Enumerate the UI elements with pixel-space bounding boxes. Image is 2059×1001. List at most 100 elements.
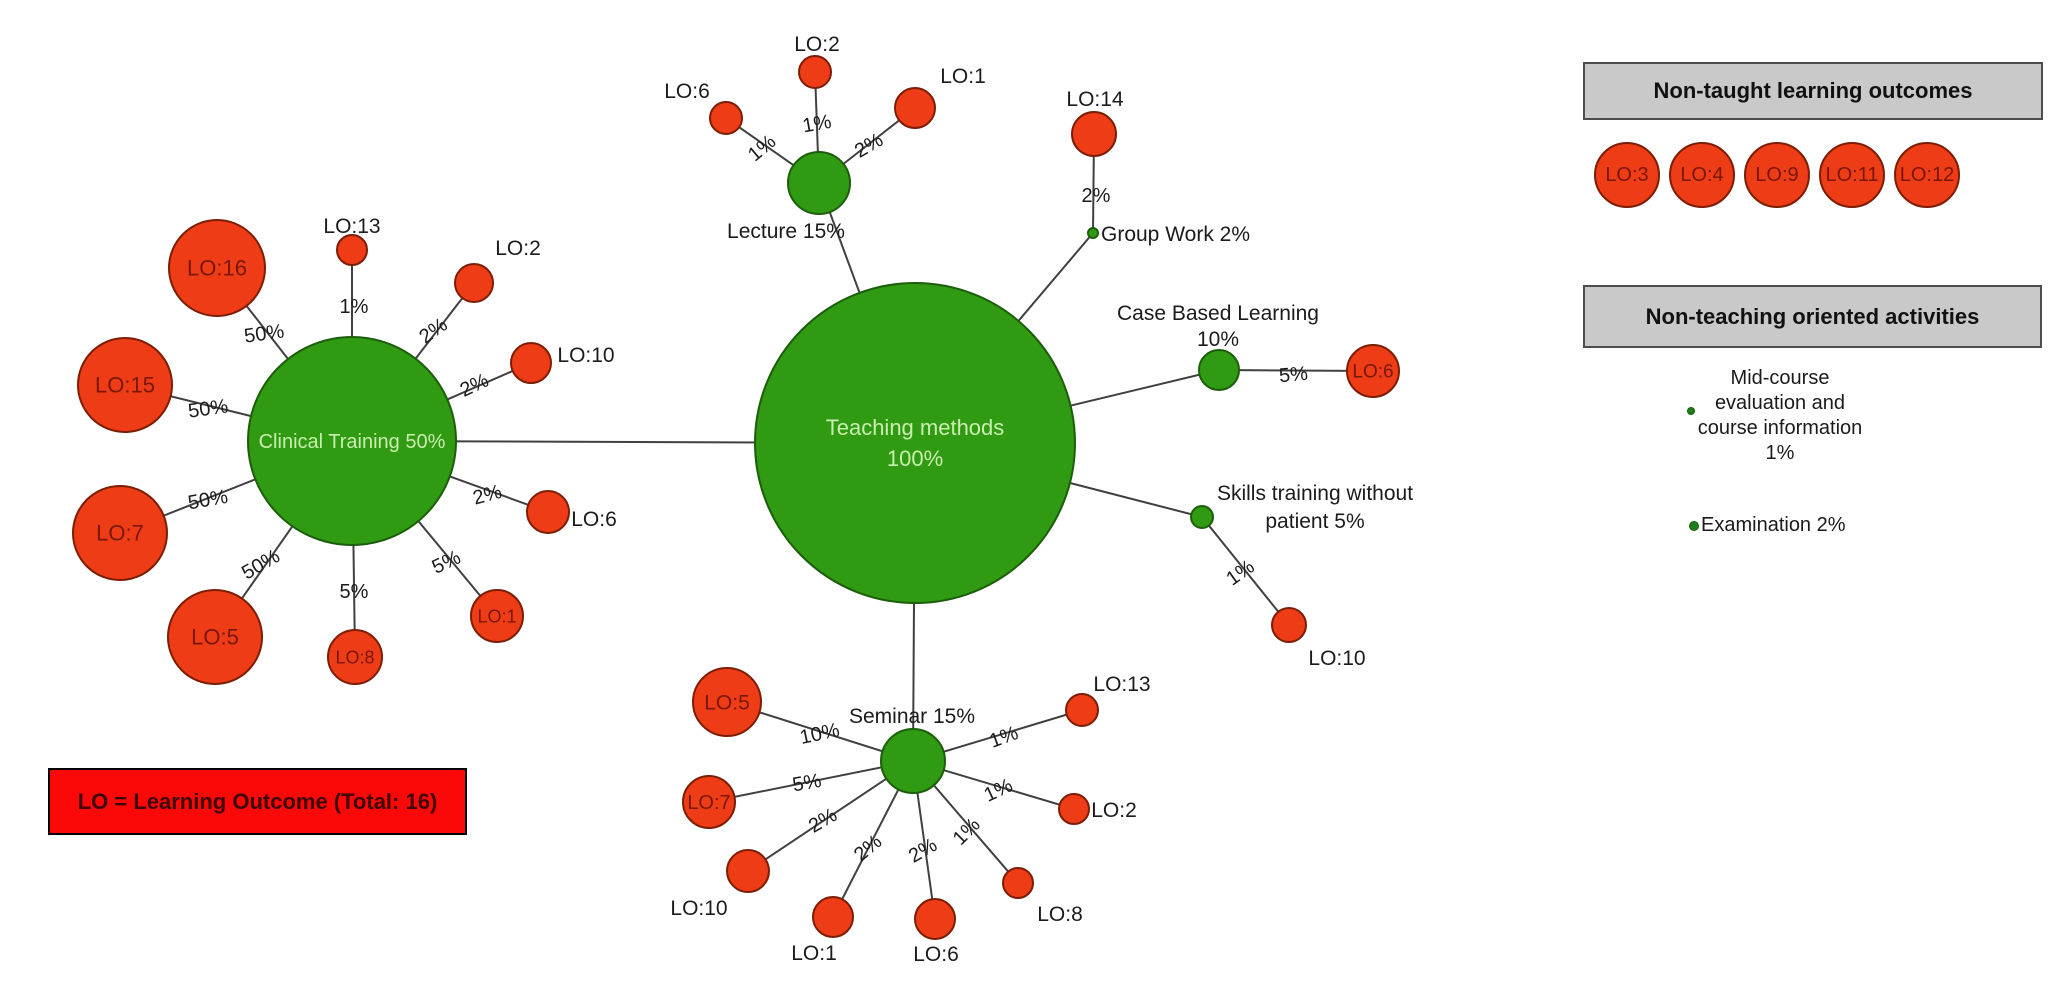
- legend-entry-line: course information: [1697, 417, 1863, 439]
- legend-entry-line: 1%: [1765, 442, 1795, 464]
- edge-label-clinical-training--ct-lo7: 50%: [186, 486, 229, 515]
- node-lec-lo1: [894, 87, 936, 129]
- edge-label-clinical-training--ct-lo13: 1%: [340, 296, 369, 318]
- node-seminar: [880, 728, 946, 794]
- node-lecture: [787, 151, 851, 215]
- legend-entry-line: evaluation and: [1714, 392, 1846, 414]
- node-label-ct-lo1: LO:1: [477, 606, 516, 626]
- node-gw-lo14: [1071, 111, 1117, 157]
- node-label-seminar: Seminar 15%: [849, 705, 975, 728]
- node-sem-lo1: [812, 896, 854, 938]
- edge-label-seminar--sem-lo13: 1%: [987, 722, 1022, 753]
- edge-label-lecture--lec-lo2: 1%: [801, 111, 834, 138]
- legend-non-teaching-title: Non-teaching oriented activities: [1645, 303, 1980, 329]
- node-st-lo10: [1271, 607, 1307, 643]
- node-label-case-based-learning: 10%: [1197, 328, 1239, 351]
- node-clinical-training: [247, 336, 457, 546]
- node-label-st-lo10: LO:10: [1308, 647, 1365, 670]
- node-sem-lo5: [692, 667, 762, 737]
- edge-label-case-based-learning--cbl-lo6: 5%: [1278, 363, 1309, 387]
- edge-seminar--sem-lo7: [708, 760, 914, 803]
- node-label-gw-lo14: LO:14: [1066, 88, 1124, 111]
- node-cbl-lo6: [1346, 344, 1400, 398]
- node-label-ct-lo6: LO:6: [571, 508, 617, 531]
- node-label-ct-lo10: LO:10: [557, 344, 614, 367]
- node-label-teaching-methods: 100%: [887, 446, 943, 471]
- node-label-ct-lo13: LO:13: [323, 215, 380, 238]
- node-label-sem-lo10: LO:10: [670, 897, 727, 920]
- node-label-cbl-lo6: LO:6: [1352, 362, 1393, 383]
- edge-label-seminar--sem-lo7: 5%: [791, 770, 824, 797]
- node-label-case-based-learning: Case Based Learning: [1117, 302, 1319, 325]
- node-group-work: [1087, 227, 1099, 239]
- node-ct-lo15: [77, 337, 173, 433]
- edge-label-lecture--lec-lo6: 1%: [744, 131, 780, 167]
- node-label-sem-lo1: LO:1: [791, 942, 837, 965]
- legend-entry-examination: Examination 2%: [1701, 514, 1846, 536]
- node-label-skills-training: patient 5%: [1265, 510, 1364, 533]
- node-label-ct-lo2: LO:2: [495, 237, 541, 260]
- edge-label-clinical-training--ct-lo15: 50%: [187, 395, 230, 422]
- node-label-ct-lo15: LO:15: [95, 373, 155, 398]
- node-lec-lo6: [709, 101, 743, 135]
- node-sem-lo10: [726, 849, 770, 893]
- edge-label-skills-training--st-lo10: 1%: [1222, 556, 1258, 591]
- node-ct-lo5: [167, 589, 263, 685]
- node-ct-lo13: [336, 234, 368, 266]
- edge-seminar--sem-lo10: [747, 760, 914, 872]
- legend-outcome-lo-12: LO:12: [1894, 142, 1960, 208]
- node-lec-lo2: [798, 55, 832, 89]
- node-label-ct-lo7: LO:7: [96, 521, 144, 546]
- node-label-sem-lo13: LO:13: [1093, 673, 1150, 696]
- edge-label-seminar--sem-lo2: 1%: [981, 774, 1017, 806]
- node-sem-lo13: [1065, 693, 1099, 727]
- node-label-sem-lo8: LO:8: [1037, 903, 1083, 926]
- node-label-sem-lo6: LO:6: [913, 943, 959, 966]
- node-label-sem-lo5: LO:5: [704, 691, 750, 714]
- node-sem-lo6: [914, 898, 956, 940]
- legend-outcome-lo-3: LO:3: [1594, 142, 1660, 208]
- node-label-sem-lo2: LO:2: [1091, 799, 1137, 822]
- edge-label-clinical-training--ct-lo10: 2%: [457, 369, 493, 401]
- node-ct-lo8: [327, 629, 383, 685]
- node-label-teaching-methods: Teaching methods: [826, 415, 1005, 440]
- edge-skills-training--st-lo10: [1201, 516, 1290, 626]
- legend-non-teaching-header: Non-teaching oriented activities: [1583, 285, 2042, 348]
- node-label-lec-lo6: LO:6: [664, 80, 710, 103]
- node-label-ct-lo16: LO:16: [187, 256, 247, 281]
- node-sem-lo8: [1002, 867, 1034, 899]
- node-label-lec-lo1: LO:1: [940, 65, 986, 88]
- edge-label-clinical-training--ct-lo16: 50%: [243, 320, 286, 347]
- legend-non-taught-title: Non-taught learning outcomes: [1653, 78, 1973, 103]
- legend-entry-midcourse: Mid-course evaluation and course informati…: [1664, 366, 1896, 466]
- node-teaching-methods: [754, 282, 1076, 604]
- node-ct-lo6: [526, 490, 570, 534]
- node-ct-lo16: [168, 219, 266, 317]
- node-layer: [72, 55, 1400, 940]
- node-ct-lo10: [510, 342, 552, 384]
- label-layer: 50%1%2%2%50%50%50%5%5%2%1%1%2%2%5%1%10%5…: [95, 33, 1413, 966]
- node-case-based-learning: [1198, 349, 1240, 391]
- legend-outcome-lo-11: LO:11: [1819, 142, 1885, 208]
- node-label-lecture: Lecture 15%: [727, 220, 845, 243]
- edge-label-clinical-training--ct-lo5: 50%: [238, 545, 284, 584]
- edge-label-seminar--sem-lo1: 2%: [850, 831, 886, 867]
- legend-non-taught-outcomes: LO:3 LO:4 LO:9 LO:11 LO:12: [1594, 142, 1960, 208]
- node-sem-lo2: [1058, 793, 1090, 825]
- edge-label-clinical-training--ct-lo1: 5%: [429, 546, 465, 578]
- node-ct-lo1: [470, 589, 524, 643]
- legend-entry-line: Mid-course: [1730, 367, 1830, 389]
- node-label-skills-training: Skills training without: [1217, 482, 1413, 505]
- node-label-ct-lo5: LO:5: [191, 625, 239, 650]
- edge-label-group-work--gw-lo14: 2%: [1082, 185, 1111, 207]
- legend-non-taught-header: Non-taught learning outcomes: [1583, 62, 2043, 120]
- abbreviation-note-text: LO = Learning Outcome (Total: 16): [77, 788, 438, 814]
- midcourse-dot-icon: [1687, 407, 1695, 415]
- node-label-ct-lo8: LO:8: [335, 647, 374, 667]
- edge-label-seminar--sem-lo8: 1%: [949, 814, 985, 850]
- node-ct-lo2: [454, 263, 494, 303]
- legend-outcome-lo-9: LO:9: [1744, 142, 1810, 208]
- legend-outcome-lo-4: LO:4: [1669, 142, 1735, 208]
- edge-label-seminar--sem-lo5: 10%: [798, 719, 842, 749]
